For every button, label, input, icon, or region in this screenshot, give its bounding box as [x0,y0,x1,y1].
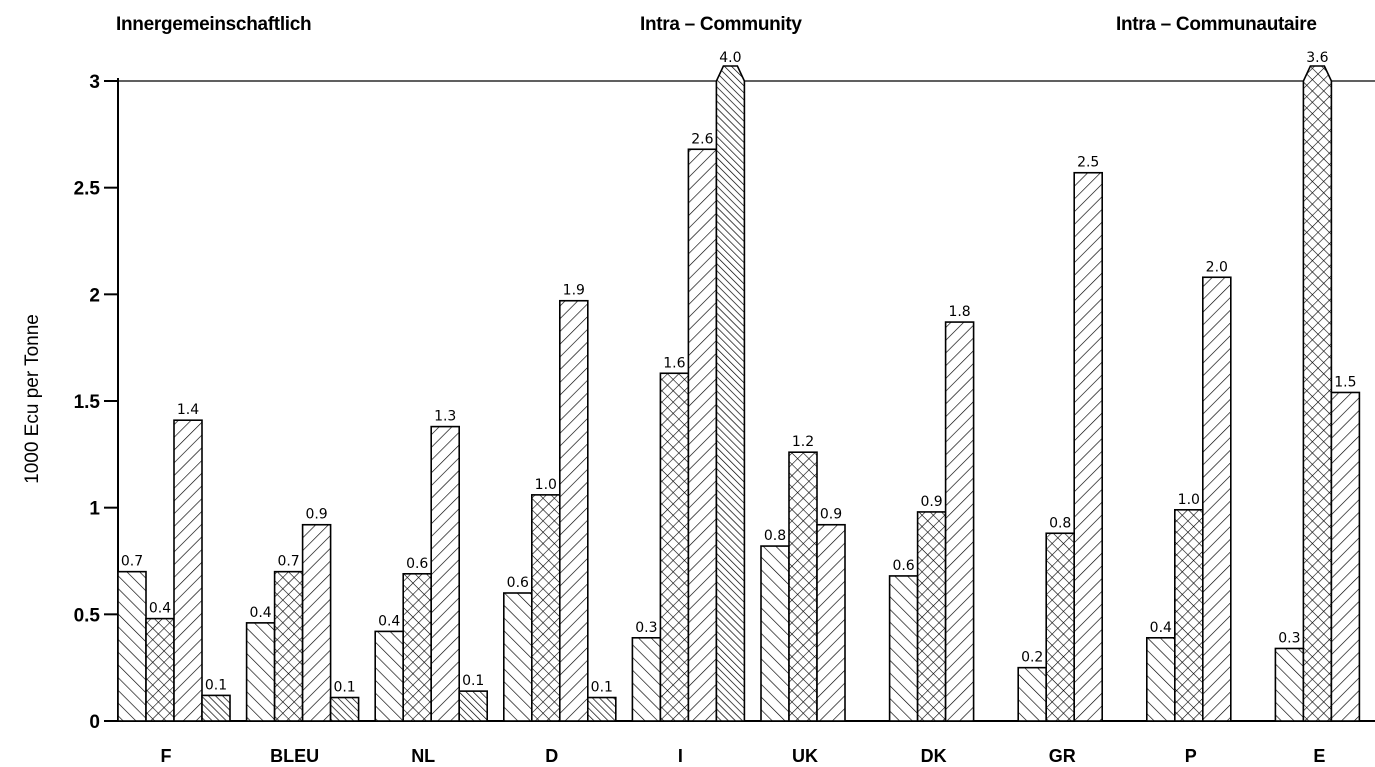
data-label: 1.8 [948,304,970,320]
bar [586,696,617,722]
y-tick-label: 2 [89,285,100,306]
data-label: 0.4 [1150,620,1172,636]
bar [558,299,589,722]
data-label: 1.3 [434,409,456,425]
category-label: NL [411,746,435,766]
data-label: 2.6 [691,131,713,147]
bar [117,570,147,722]
data-label: 0.2 [1021,650,1043,666]
bar [273,570,304,722]
data-label: 3.6 [1306,50,1328,66]
bar [301,523,332,722]
data-label: 1.5 [1334,374,1356,390]
bar [1174,508,1204,722]
bar [687,148,718,722]
data-label: 0.8 [764,528,786,544]
header-german: Innergemeinschaftlich [116,14,312,35]
data-label: 1.9 [563,283,585,299]
data-label: 1.2 [792,434,814,450]
y-axis-label: 1000 Ecu per Tonne [22,314,43,484]
bar [1073,171,1103,722]
bar [458,690,489,722]
bar [916,511,947,722]
data-label: 0.7 [121,554,143,570]
bar [715,65,746,722]
category-label: F [161,746,172,766]
data-label: 0.9 [920,494,942,510]
data-label: 0.8 [1049,515,1071,531]
bar [1146,636,1176,722]
header-english: Intra – Community [640,14,802,35]
data-label: 0.4 [249,605,271,621]
bar [760,545,790,722]
bar [1017,666,1048,722]
y-tick-label: 0.5 [74,605,101,626]
bar [201,694,231,722]
data-label: 0.1 [462,673,484,689]
bar [1274,647,1305,722]
data-label: 2.5 [1077,155,1099,171]
y-tick-label: 1.5 [74,392,101,413]
bar [788,451,818,722]
data-label: 2.0 [1206,259,1228,275]
data-label: 1.4 [177,402,199,418]
data-label: 0.7 [277,554,299,570]
y-tick-label: 2.5 [74,179,101,200]
bar [502,592,533,722]
data-label: 0.1 [205,677,227,693]
data-label: 0.6 [507,575,529,591]
data-label: 0.9 [820,507,842,523]
data-label: 4.0 [719,50,741,66]
bar [1202,276,1232,722]
bar [402,572,433,722]
category-label: D [545,746,558,766]
category-label: E [1313,746,1325,766]
bar [1045,532,1075,722]
y-tick-label: 1 [89,499,100,520]
bar [944,321,975,722]
category-label: DK [921,746,947,766]
data-label: 1.0 [1178,492,1200,508]
y-tick-label: 3 [89,72,100,93]
data-label: 0.3 [635,620,657,636]
data-label: 0.1 [591,680,613,696]
data-label: 0.3 [1278,630,1300,646]
category-label: GR [1049,746,1076,766]
bar [888,575,919,722]
header-french: Intra – Communautaire [1116,14,1317,35]
bar [631,636,662,722]
data-label: 1.0 [535,477,557,493]
bar [816,523,846,722]
data-label: 0.4 [149,601,171,617]
bar [1302,65,1333,722]
data-label: 0.9 [305,507,327,523]
y-tick-label: 0 [89,712,100,733]
bar [659,372,690,722]
bar [430,425,461,722]
bar [245,622,276,722]
category-label: P [1185,746,1197,766]
category-label: BLEU [270,746,319,766]
bar [173,419,203,722]
data-label: 0.6 [406,556,428,572]
data-label: 1.6 [663,355,685,371]
data-label: 0.6 [892,558,914,574]
bar [374,630,405,722]
data-label: 0.4 [378,613,400,629]
bar [530,494,561,722]
bar [329,696,360,722]
category-label: UK [792,746,818,766]
bar [145,617,175,722]
category-label: I [678,746,683,766]
data-label: 0.1 [333,680,355,696]
bar [1330,391,1361,722]
